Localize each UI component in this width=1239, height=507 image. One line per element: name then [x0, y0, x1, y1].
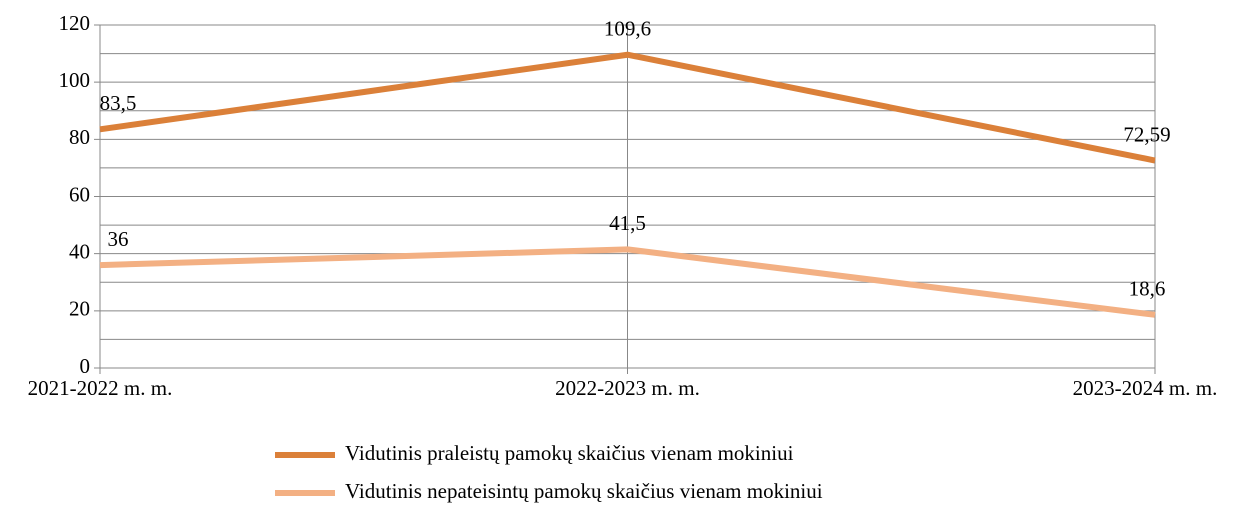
legend-label: Vidutinis nepateisintų pamokų skaičius v…: [345, 479, 823, 503]
data-label: 109,6: [604, 17, 651, 41]
x-tick-label: 2023-2024 m. m.: [1073, 376, 1218, 400]
x-tick-label: 2021-2022 m. m.: [28, 376, 173, 400]
y-tick-label: 100: [59, 68, 91, 92]
series-line: [99, 51, 1156, 164]
x-tick-label: 2022-2023 m. m.: [555, 376, 700, 400]
series-line: [99, 246, 1156, 318]
y-tick-label: 80: [69, 125, 90, 149]
y-tick-label: 60: [69, 182, 90, 206]
data-label: 83,5: [100, 91, 137, 115]
y-tick-label: 0: [80, 354, 91, 378]
data-label: 72,59: [1123, 122, 1170, 146]
legend-label: Vidutinis praleistų pamokų skaičius vien…: [345, 441, 794, 465]
y-tick-label: 20: [69, 297, 90, 321]
data-label: 41,5: [609, 211, 646, 235]
data-label: 36: [108, 227, 129, 251]
data-label: 18,6: [1129, 277, 1166, 301]
y-tick-label: 40: [69, 239, 90, 263]
y-tick-label: 120: [59, 11, 91, 35]
